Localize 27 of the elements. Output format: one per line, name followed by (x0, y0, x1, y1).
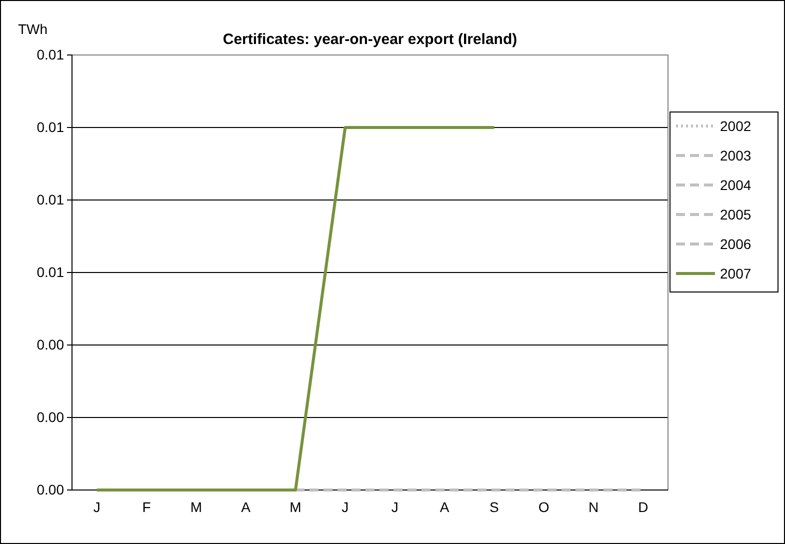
legend-label: 2007 (720, 266, 752, 282)
x-tick-label: F (142, 498, 151, 515)
y-tick-label: 0.00 (36, 336, 64, 352)
y-axis-title: TWh (18, 21, 48, 37)
legend-label: 2004 (720, 177, 752, 193)
legend-label: 2005 (720, 206, 752, 222)
legend-label: 2006 (720, 236, 752, 252)
x-tick-label: M (190, 498, 202, 515)
x-tick-label: O (538, 498, 550, 515)
y-tick-label: 0.00 (36, 408, 64, 425)
x-tick-label: S (489, 498, 499, 515)
y-tick-label: 0.01 (36, 264, 64, 280)
x-tick-label: N (588, 498, 599, 515)
y-tick-label: 0.01 (36, 118, 64, 135)
x-tick-label: M (290, 498, 302, 515)
chart-title: Certificates: year-on-year export (Ireland) (222, 31, 518, 48)
y-tick-label: 0.00 (36, 481, 64, 498)
x-tick-label: J (93, 498, 100, 515)
x-tick-label: D (638, 498, 648, 515)
legend-label: 2003 (720, 148, 752, 164)
legend-label: 2002 (720, 118, 752, 134)
x-tick-label: A (440, 498, 450, 515)
y-tick-label: 0.01 (36, 46, 64, 62)
x-tick-label: J (342, 498, 349, 515)
x-tick-label: A (241, 498, 252, 515)
y-tick-label: 0.01 (36, 191, 64, 208)
x-tick-label: J (391, 498, 398, 515)
